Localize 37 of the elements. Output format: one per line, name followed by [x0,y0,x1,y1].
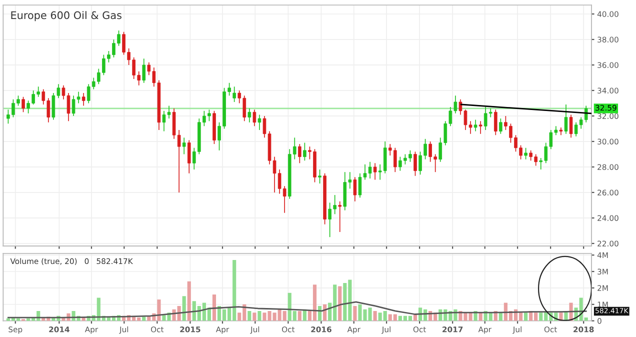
bar [338,286,342,321]
candlestick [187,140,191,174]
candlestick [262,116,266,138]
candlestick [82,92,86,106]
candlestick [338,200,342,232]
candlestick [478,120,482,134]
candlestick [142,58,146,84]
bar [524,312,528,321]
bar [182,296,186,321]
candlestick [22,96,25,113]
candlestick [569,114,573,138]
candlestick [303,142,306,162]
candlestick [474,119,478,132]
line-series [8,301,587,318]
candlestick [182,137,186,155]
candlestick [258,114,262,130]
bar [298,310,302,321]
bar [258,310,262,321]
bar [248,310,252,321]
candlestick [494,109,498,136]
candlestick [499,118,502,134]
bar [252,312,256,321]
text: Europe 600 Oil & Gas [11,11,122,22]
candlestick [252,109,256,127]
bar [187,281,191,321]
bar [353,306,357,321]
candlestick [524,147,528,160]
candlestick [298,144,302,164]
candlestick [373,162,377,180]
candlestick [318,169,322,184]
candlestick [248,108,252,123]
candlestick [564,104,568,134]
candlestick [353,176,357,202]
candlestick [232,86,236,102]
bar [212,294,216,321]
candlestick [414,151,417,176]
bar [373,310,377,321]
